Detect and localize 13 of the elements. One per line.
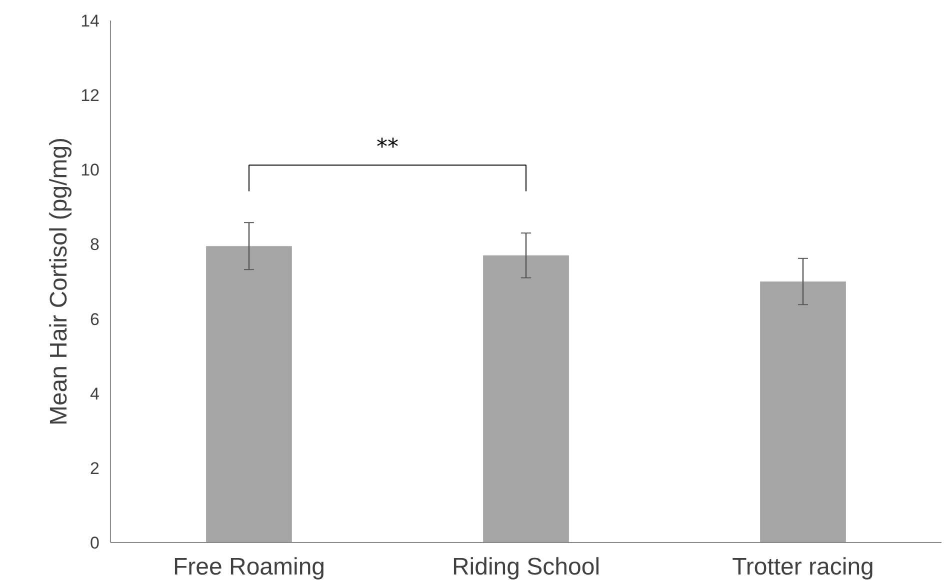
x-tick-label: Free Roaming [172,554,326,580]
y-tick-label: 10 [80,160,100,180]
y-tick-label: 0 [90,534,100,552]
y-tick-label: 4 [90,384,100,404]
y-tick-label: 2 [90,458,100,478]
x-tick-label: Trotter racing [732,554,874,580]
y-tick-label: 6 [90,310,100,329]
y-axis-title: Mean Hair Cortisol (pg/mg) [46,137,73,426]
y-tick-label: 8 [90,235,100,254]
y-tick-label: 14 [80,12,100,30]
annotation: ** [376,134,398,160]
x-tick-label: Riding School [452,554,600,580]
y-tick-label: 12 [80,86,100,106]
